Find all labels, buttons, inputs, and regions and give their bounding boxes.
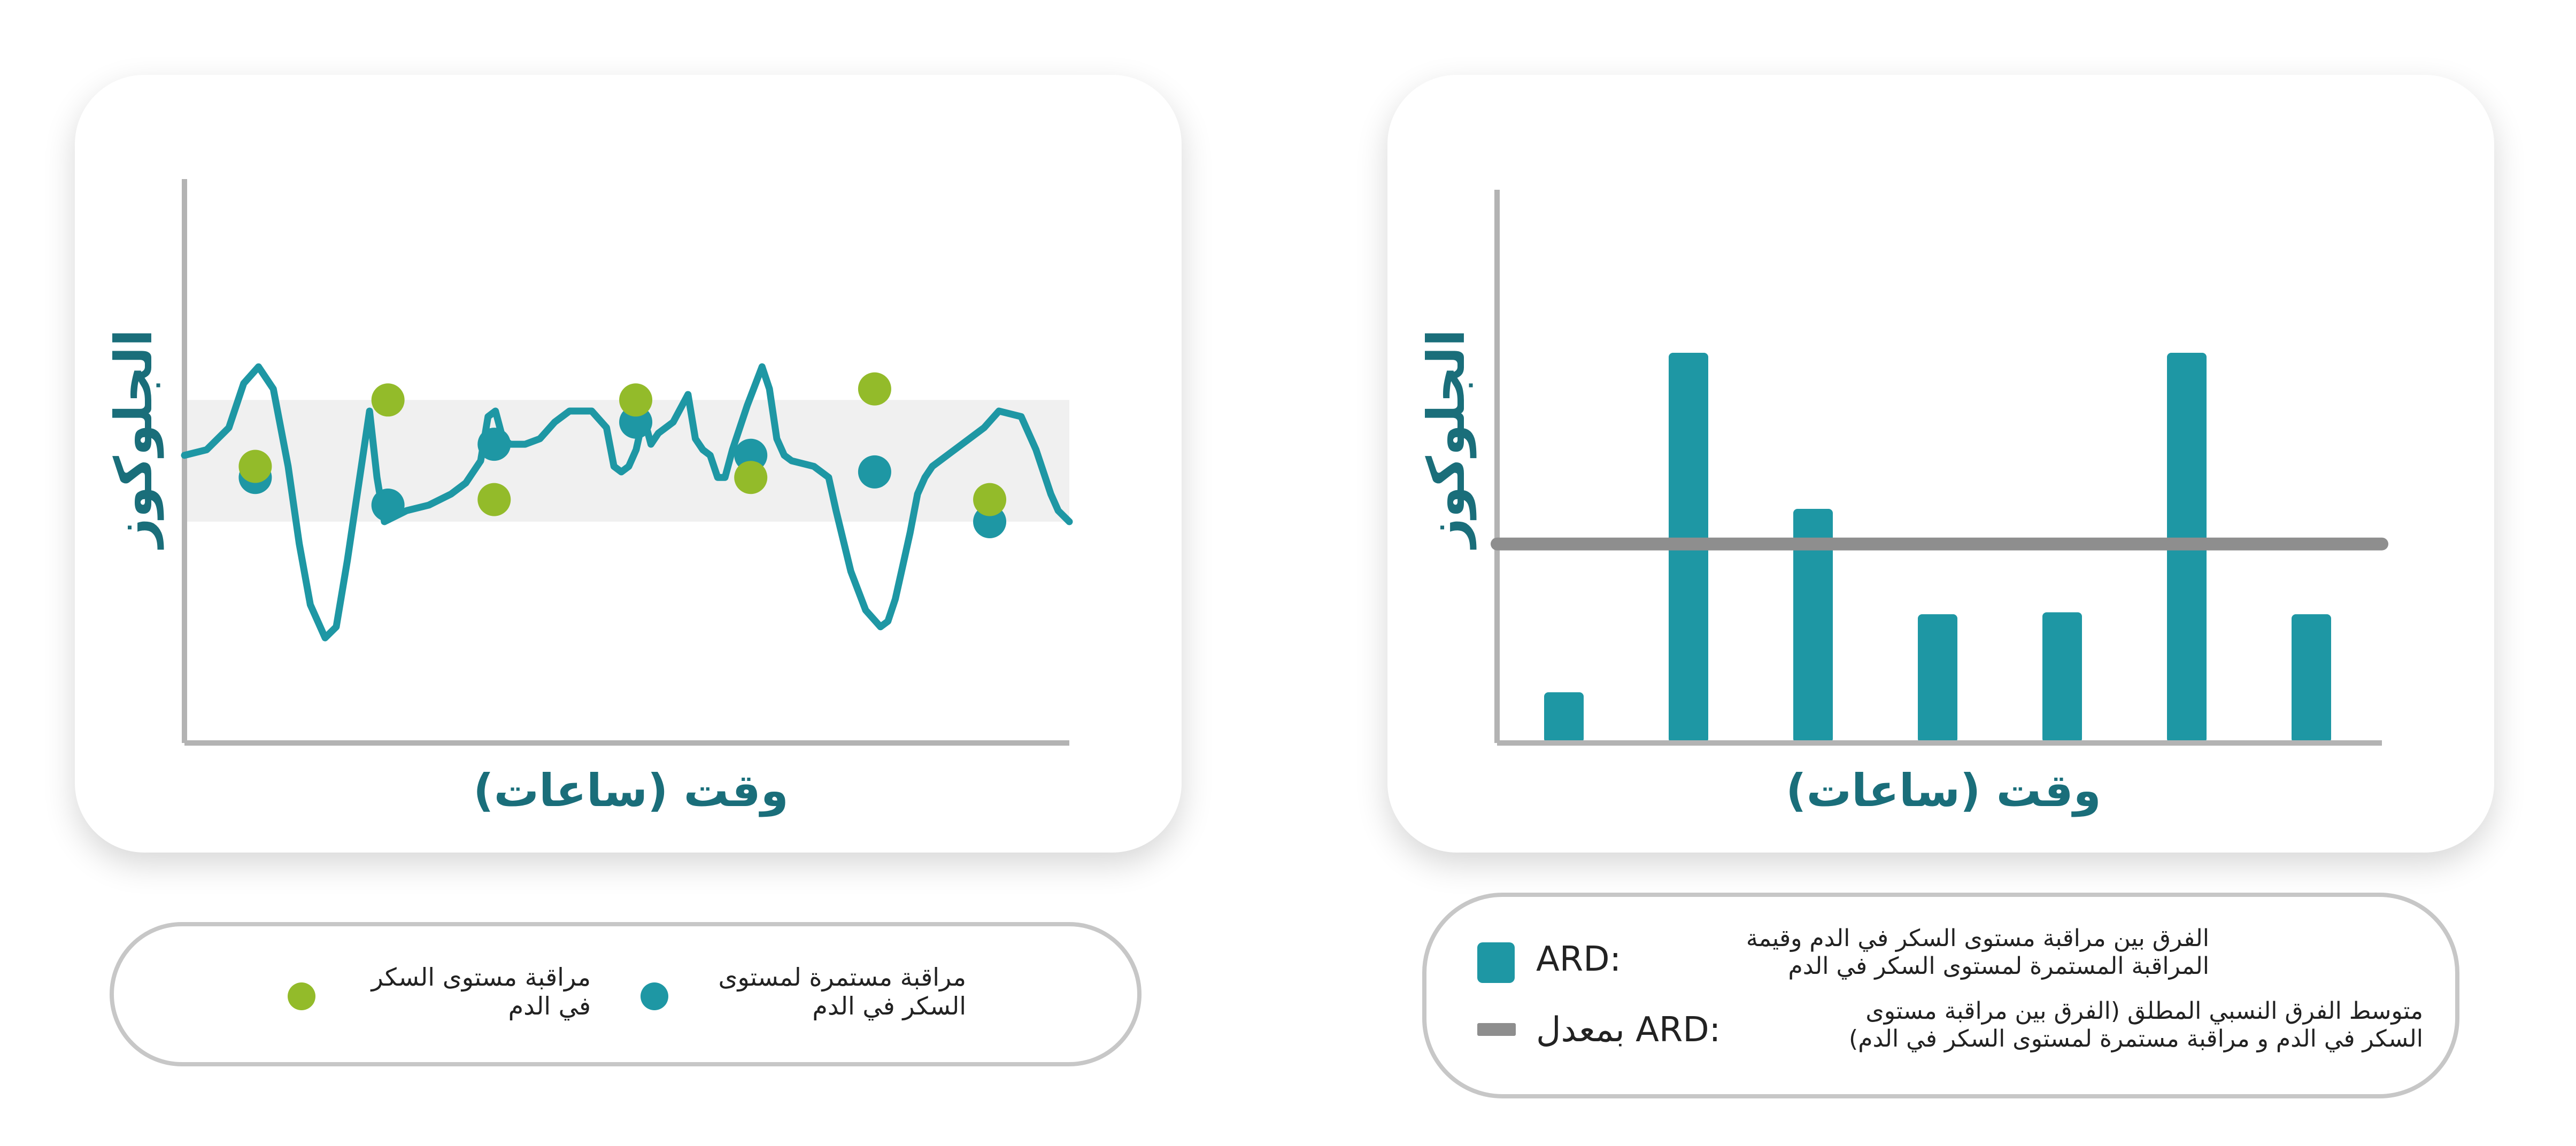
ard-bar-chart [1491, 190, 2388, 746]
mard-description: متوسط الفرق النسبي المطلق (الفرق بين مرا… [1849, 997, 2423, 1053]
cgm-point-2 [371, 488, 405, 522]
ard-description: الفرق بين مراقبة مستوى السكر في الدم وقي… [1746, 925, 2209, 980]
y-axis-label: الجلوكوز [1416, 329, 1476, 548]
ard-bar-5 [2042, 612, 2082, 743]
cgm-legend-dot [641, 982, 668, 1010]
bgm-legend-dot [288, 982, 315, 1010]
cgm-point-6 [858, 455, 891, 489]
mard-description-line2: السكر في الدم و مراقبة مستمرة لمستوى الس… [1849, 1025, 2423, 1052]
bgm-legend-line2: في الدم [508, 992, 591, 1020]
bar-chart-legend: ARD: الفرق بين مراقبة مستوى السكر في الد… [1422, 893, 2459, 1098]
y-axis-label: الجلوكوز [104, 329, 164, 548]
cgm-legend-label: مراقبة مستمرة لمستوى السكر في الدم [718, 963, 966, 1020]
ard-key-label: ARD: [1536, 940, 1622, 979]
glucose-line-chart [181, 179, 1073, 746]
ard-description-line1: الفرق بين مراقبة مستوى السكر في الدم وقي… [1746, 925, 2209, 952]
x-axis-label: وقت (ساعات) [473, 764, 789, 817]
bgm-point-4 [619, 383, 653, 417]
bar-chart-card: الجلوكوز وقت (ساعات) [1387, 75, 2494, 853]
bgm-point-6 [858, 372, 891, 406]
mard-key-word: بمعدل [1536, 1010, 1625, 1050]
bgm-point-1 [238, 450, 272, 483]
line-chart-legend: مراقبة مستمرة لمستوى السكر في الدم مراقب… [110, 922, 1142, 1066]
ard-description-line2: المراقبة المستمرة لمستوى السكر في الدم [1788, 953, 2209, 980]
cgm-series-line [181, 363, 1073, 641]
ard-bar-4 [1918, 614, 1957, 743]
bgm-point-7 [973, 483, 1007, 516]
bgm-point-2 [371, 383, 405, 417]
line-chart-card: الجلوكوز وقت (ساعات) [75, 75, 1182, 853]
bgm-legend-line1: مراقبة مستوى السكر [371, 963, 591, 992]
bgm-legend-label: مراقبة مستوى السكر في الدم [371, 963, 591, 1020]
bgm-point-5 [734, 461, 768, 494]
ard-bar-3 [1793, 509, 1833, 743]
bgm-point-3 [477, 483, 511, 516]
cgm-point-3 [477, 428, 511, 461]
mard-key-ard: ARD: [1636, 1010, 1721, 1050]
ard-bar-1 [1544, 692, 1584, 743]
x-axis-label: وقت (ساعات) [1786, 764, 2101, 817]
mard-key-label: بمعدل ARD: [1536, 1010, 1721, 1050]
ard-bar-swatch [1477, 942, 1515, 983]
cgm-legend-line2: السكر في الدم [812, 992, 966, 1020]
ard-bar-7 [2292, 614, 2331, 743]
mard-line-swatch [1477, 1023, 1516, 1036]
mard-description-line1: متوسط الفرق النسبي المطلق (الفرق بين مرا… [1865, 997, 2423, 1025]
cgm-legend-line1: مراقبة مستمرة لمستوى [718, 963, 966, 992]
